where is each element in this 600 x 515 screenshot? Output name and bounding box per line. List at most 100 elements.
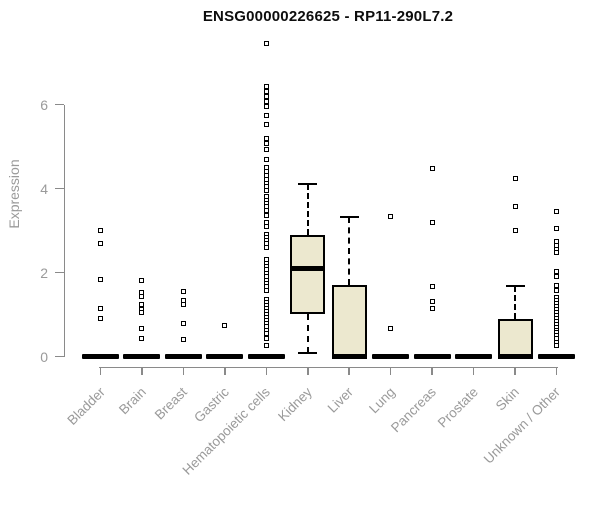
outlier-point xyxy=(263,112,269,118)
box-kidney xyxy=(290,235,326,315)
outlier-point xyxy=(180,320,186,326)
outlier-point xyxy=(553,287,559,293)
outlier-point xyxy=(180,301,186,307)
chart-title: ENSG00000226625 - RP11-290L7.2 xyxy=(202,8,454,25)
outlier-point xyxy=(98,305,103,311)
outlier-point xyxy=(263,146,269,152)
outlier-point xyxy=(263,157,269,163)
outlier-point xyxy=(553,269,559,275)
outlier-point xyxy=(263,41,269,47)
upper-whisker xyxy=(514,285,516,320)
lower-whisker-cap xyxy=(298,352,318,355)
outlier-point xyxy=(263,135,269,141)
outlier-point xyxy=(98,241,103,247)
collapsed-box-pancreas xyxy=(413,353,451,360)
upper-whisker xyxy=(348,216,351,286)
collapsed-box-unknown-other xyxy=(537,353,575,360)
y-axis-tick xyxy=(54,355,64,358)
collapsed-box-bladder xyxy=(82,353,119,360)
x-axis-tick xyxy=(141,366,143,375)
x-axis-tick xyxy=(472,366,475,375)
median-line xyxy=(497,354,533,359)
x-axis-tick xyxy=(182,366,185,375)
outlier-point xyxy=(139,302,145,308)
y-tick-label: 6 xyxy=(40,96,48,113)
outlier-point xyxy=(139,278,145,284)
y-tick-label: 2 xyxy=(40,264,48,281)
x-axis-tick xyxy=(514,366,516,375)
outlier-point xyxy=(429,165,435,171)
upper-whisker-cap xyxy=(505,284,525,287)
outlier-point xyxy=(263,89,269,95)
collapsed-box-breast xyxy=(164,353,202,360)
median-line xyxy=(331,354,367,359)
upper-whisker-cap xyxy=(339,215,359,218)
outlier-point xyxy=(263,244,269,250)
upper-whisker-cap xyxy=(298,182,318,185)
outlier-point xyxy=(263,103,269,109)
outlier-point xyxy=(139,335,145,341)
outlier-point xyxy=(553,249,559,255)
x-axis-tick xyxy=(389,366,392,375)
collapsed-box-hematopoietic-cells xyxy=(247,353,285,360)
plot-area: 0 2 4 6 Bladder Brain Breast Gastric Hematopoiet… xyxy=(40,41,575,477)
y-axis-tick xyxy=(54,103,64,106)
outlier-point xyxy=(429,219,435,225)
outlier-point xyxy=(263,342,269,348)
x-axis-tick xyxy=(348,366,350,375)
outlier-point xyxy=(553,209,559,215)
x-axis-line xyxy=(99,366,558,368)
outlier-point xyxy=(263,122,269,128)
outlier-point xyxy=(553,274,559,280)
outlier-point xyxy=(263,287,269,293)
outlier-point xyxy=(180,289,186,295)
x-axis-tick xyxy=(431,366,433,375)
outlier-point xyxy=(512,204,518,210)
lower-whisker xyxy=(306,314,309,354)
y-axis-tick xyxy=(54,271,64,274)
outlier-point xyxy=(263,141,269,147)
y-tick-label: 4 xyxy=(40,180,48,197)
outlier-point xyxy=(98,315,103,321)
outlier-point xyxy=(139,310,145,316)
outlier-point xyxy=(553,225,559,231)
x-axis-tick xyxy=(224,366,226,375)
outlier-point xyxy=(263,187,269,193)
outlier-point xyxy=(429,305,435,311)
box-skin xyxy=(497,319,533,357)
collapsed-box-gastric xyxy=(206,353,244,360)
x-axis-tick xyxy=(307,366,309,375)
box-liver xyxy=(331,285,367,357)
outlier-point xyxy=(98,276,103,282)
outlier-point xyxy=(139,325,145,331)
outlier-point xyxy=(263,335,269,341)
outlier-point xyxy=(263,207,269,213)
outlier-point xyxy=(263,84,269,90)
y-axis-line xyxy=(63,104,65,357)
x-axis-tick xyxy=(99,366,102,375)
outlier-point xyxy=(222,322,228,328)
boxplot-chart: ENSG00000226625 - RP11-290L7.2 Expressio… xyxy=(6,8,575,477)
outlier-point xyxy=(139,293,145,299)
y-axis-tick xyxy=(54,187,64,190)
y-tick-label: 0 xyxy=(40,348,48,365)
collapsed-box-prostate xyxy=(455,353,493,360)
outlier-point xyxy=(429,298,435,304)
outlier-point xyxy=(429,283,435,289)
outlier-point xyxy=(512,228,518,233)
collapsed-box-brain xyxy=(123,353,161,360)
outlier-point xyxy=(512,175,518,181)
outlier-point xyxy=(553,342,559,348)
x-axis-tick xyxy=(265,366,268,375)
outlier-point xyxy=(263,98,269,104)
x-axis-tick xyxy=(555,366,558,375)
outlier-point xyxy=(263,223,269,229)
outlier-point xyxy=(388,213,394,219)
outlier-point xyxy=(388,325,394,331)
collapsed-box-lung xyxy=(372,353,410,360)
median-line xyxy=(290,265,326,271)
outlier-point xyxy=(263,213,269,219)
upper-whisker xyxy=(306,183,309,236)
outlier-point xyxy=(263,330,269,336)
outlier-point xyxy=(180,337,186,343)
